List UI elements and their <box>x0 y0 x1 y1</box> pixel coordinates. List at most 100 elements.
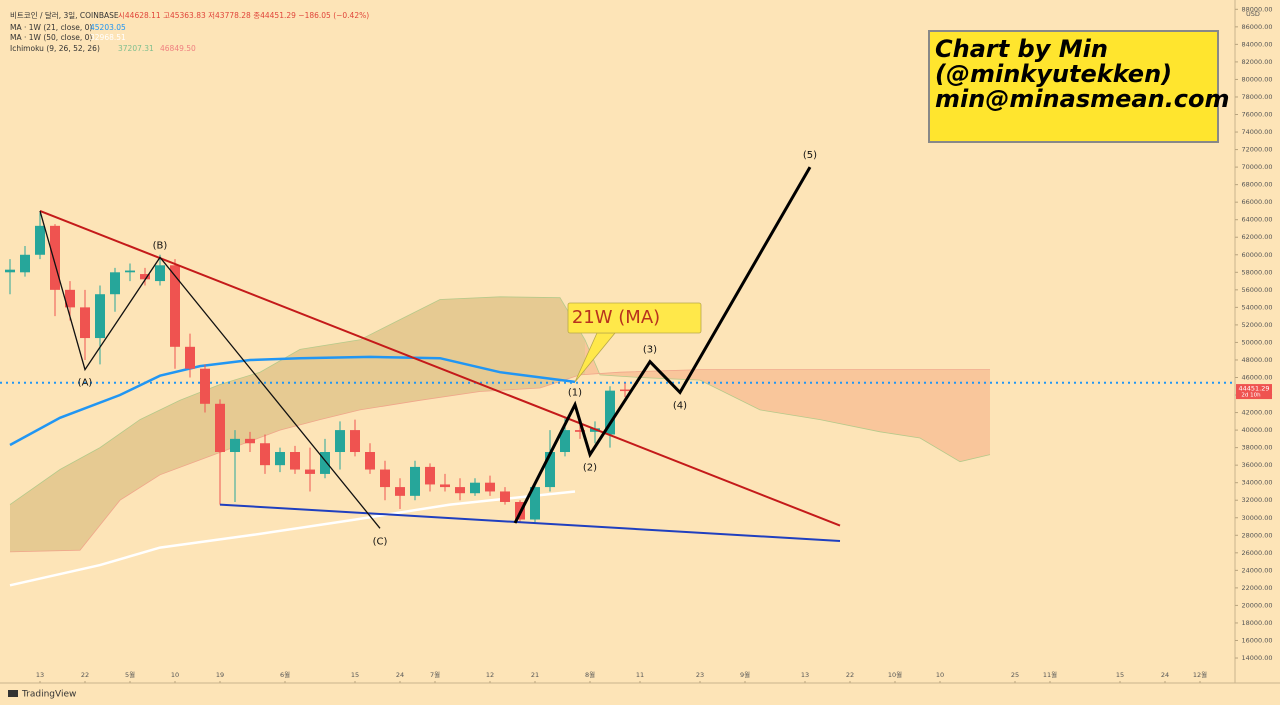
x-tick-label: 7월 <box>430 670 440 679</box>
x-tick-label: 11 <box>636 671 644 679</box>
candle-body <box>80 307 90 339</box>
candle-body <box>470 482 480 494</box>
author-box <box>928 30 1219 143</box>
x-tick-label: 10 <box>171 671 179 679</box>
y-tick-label: 70000.00 <box>1241 163 1272 171</box>
x-tick-label: 15 <box>351 671 359 679</box>
y-tick-label: 24000.00 <box>1241 566 1272 574</box>
y-tick-label: 74000.00 <box>1241 128 1272 136</box>
y-tick-label: 52000.00 <box>1241 321 1272 329</box>
y-tick-label: 30000.00 <box>1241 514 1272 522</box>
candle-body <box>395 487 405 496</box>
x-tick-label: 9월 <box>740 670 750 679</box>
y-tick-label: 84000.00 <box>1241 40 1272 48</box>
y-tick-label: 28000.00 <box>1241 531 1272 539</box>
wave-label: (B) <box>153 240 168 251</box>
candle-body <box>620 389 630 392</box>
candle-body <box>260 443 270 466</box>
y-tick-label: 60000.00 <box>1241 251 1272 259</box>
y-tick-label: 54000.00 <box>1241 303 1272 311</box>
candle-body <box>485 482 495 492</box>
trend-line <box>219 503 841 542</box>
candle-body <box>50 225 60 290</box>
candle-body <box>305 469 315 474</box>
cloud-area <box>10 296 585 552</box>
y-tick-label: 34000.00 <box>1241 479 1272 487</box>
y-tick-label: 42000.00 <box>1241 409 1272 417</box>
indicator-line <box>9 355 576 447</box>
x-tick-label: 15 <box>1116 671 1124 679</box>
indicator-value: 46849.50 <box>160 44 196 53</box>
x-tick-label: 12월 <box>1193 670 1207 679</box>
wave-label: (A) <box>78 378 93 389</box>
y-unit: USD <box>1246 10 1260 18</box>
wave-label: (2) <box>583 463 597 474</box>
candle-body <box>245 438 255 444</box>
candle-body <box>425 466 435 485</box>
y-tick-label: 26000.00 <box>1241 549 1272 557</box>
y-tick-label: 72000.00 <box>1241 146 1272 154</box>
y-tick-label: 58000.00 <box>1241 268 1272 276</box>
header-symbol: 비트코인 / 달러, 3일, COINBASE <box>10 10 119 20</box>
candle-body <box>440 484 450 488</box>
indicator-value: 32968.51 <box>90 33 126 42</box>
wave-line <box>39 210 381 529</box>
plot-area: (A) (B) (C) (1) (2) (3) (4) (5) 21W (MA) <box>0 150 1235 587</box>
x-tick-label: 23 <box>696 671 704 679</box>
candle-body <box>125 270 135 273</box>
candle-body <box>605 390 615 435</box>
wave-label: (5) <box>803 150 817 161</box>
y-tick-label: 14000.00 <box>1241 654 1272 662</box>
cloud-span-b <box>9 369 990 553</box>
wave-label: (3) <box>643 345 657 356</box>
cloud-span-a <box>9 296 991 505</box>
candle-body <box>350 430 360 453</box>
candle-body <box>530 487 540 520</box>
x-tick-label: 10월 <box>888 670 902 679</box>
candle-body <box>110 272 120 295</box>
y-tick-label: 50000.00 <box>1241 338 1272 346</box>
candle-body <box>140 274 150 280</box>
last-price-label: 44451.29 <box>1238 385 1269 393</box>
indicator-name: MA · 1W (21, close, 0) <box>10 23 92 32</box>
y-tick-label: 78000.00 <box>1241 93 1272 101</box>
indicator-value: 37207.31 <box>118 44 154 53</box>
candle-body <box>545 452 555 488</box>
indicator-value: 45203.05 <box>90 23 126 32</box>
candle-body <box>35 225 45 255</box>
y-tick-label: 76000.00 <box>1241 111 1272 119</box>
last-price-box <box>1236 384 1272 400</box>
y-tick-label: 32000.00 <box>1241 496 1272 504</box>
candle-body <box>560 430 570 453</box>
candle-body <box>380 469 390 488</box>
y-tick-label: 86000.00 <box>1241 23 1272 31</box>
candle-body <box>155 265 165 282</box>
candle-body <box>200 368 210 404</box>
author-line: (@minkyutekken) <box>935 60 1172 88</box>
y-tick-label: 68000.00 <box>1241 181 1272 189</box>
candle-body <box>455 487 465 494</box>
x-tick-label: 6월 <box>280 670 290 679</box>
wave-label: (4) <box>673 400 687 411</box>
candle-body <box>290 452 300 470</box>
y-tick-label: 22000.00 <box>1241 584 1272 592</box>
x-tick-label: 11월 <box>1043 670 1057 679</box>
candle-body <box>95 294 105 339</box>
candle-body <box>365 452 375 470</box>
x-tick-label: 8월 <box>585 670 595 679</box>
y-tick-label: 20000.00 <box>1241 601 1272 609</box>
x-tick-label: 19 <box>216 671 224 679</box>
candle-body <box>5 269 15 273</box>
countdown: 2d 10h <box>1241 393 1261 399</box>
candle-body <box>320 452 330 474</box>
candle-body <box>215 403 225 453</box>
brand: TradingView <box>21 690 76 700</box>
indicator-name: Ichimoku (9, 26, 52, 26) <box>10 44 100 53</box>
author-line: min@minasmean.com <box>935 85 1230 113</box>
y-tick-label: 18000.00 <box>1241 619 1272 627</box>
y-tick-label: 38000.00 <box>1241 444 1272 452</box>
header-ohlc: 시44628.11 고45363.83 저43778.28 종44451.29 … <box>118 11 369 20</box>
x-tick-label: 13 <box>801 671 809 679</box>
